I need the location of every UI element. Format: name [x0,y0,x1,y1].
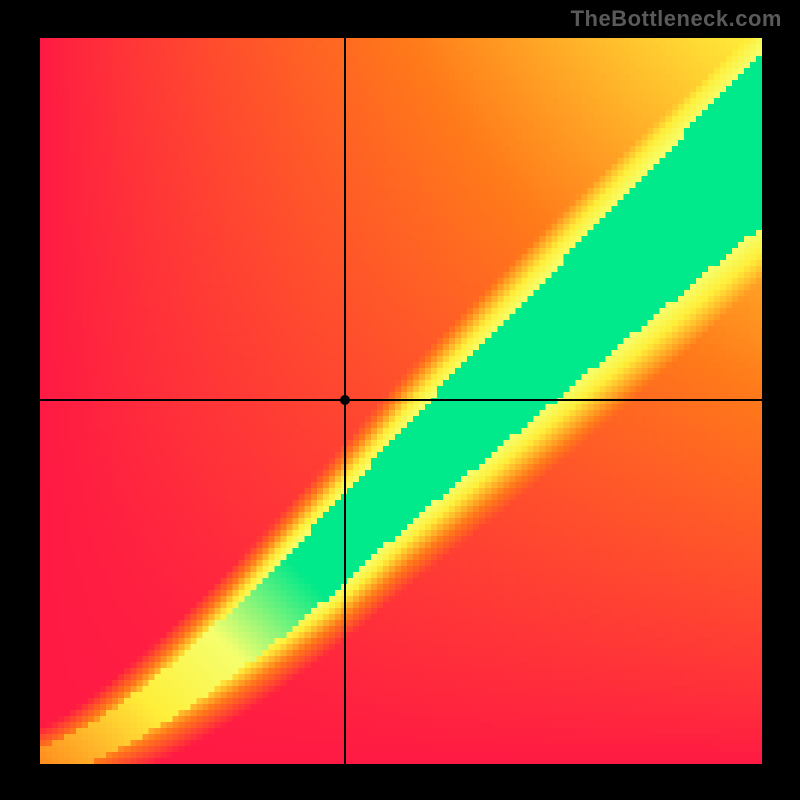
crosshair-horizontal [40,399,762,401]
crosshair-marker [340,395,350,405]
watermark-text: TheBottleneck.com [571,6,782,32]
chart-container: TheBottleneck.com [0,0,800,800]
heatmap-canvas [40,38,762,764]
